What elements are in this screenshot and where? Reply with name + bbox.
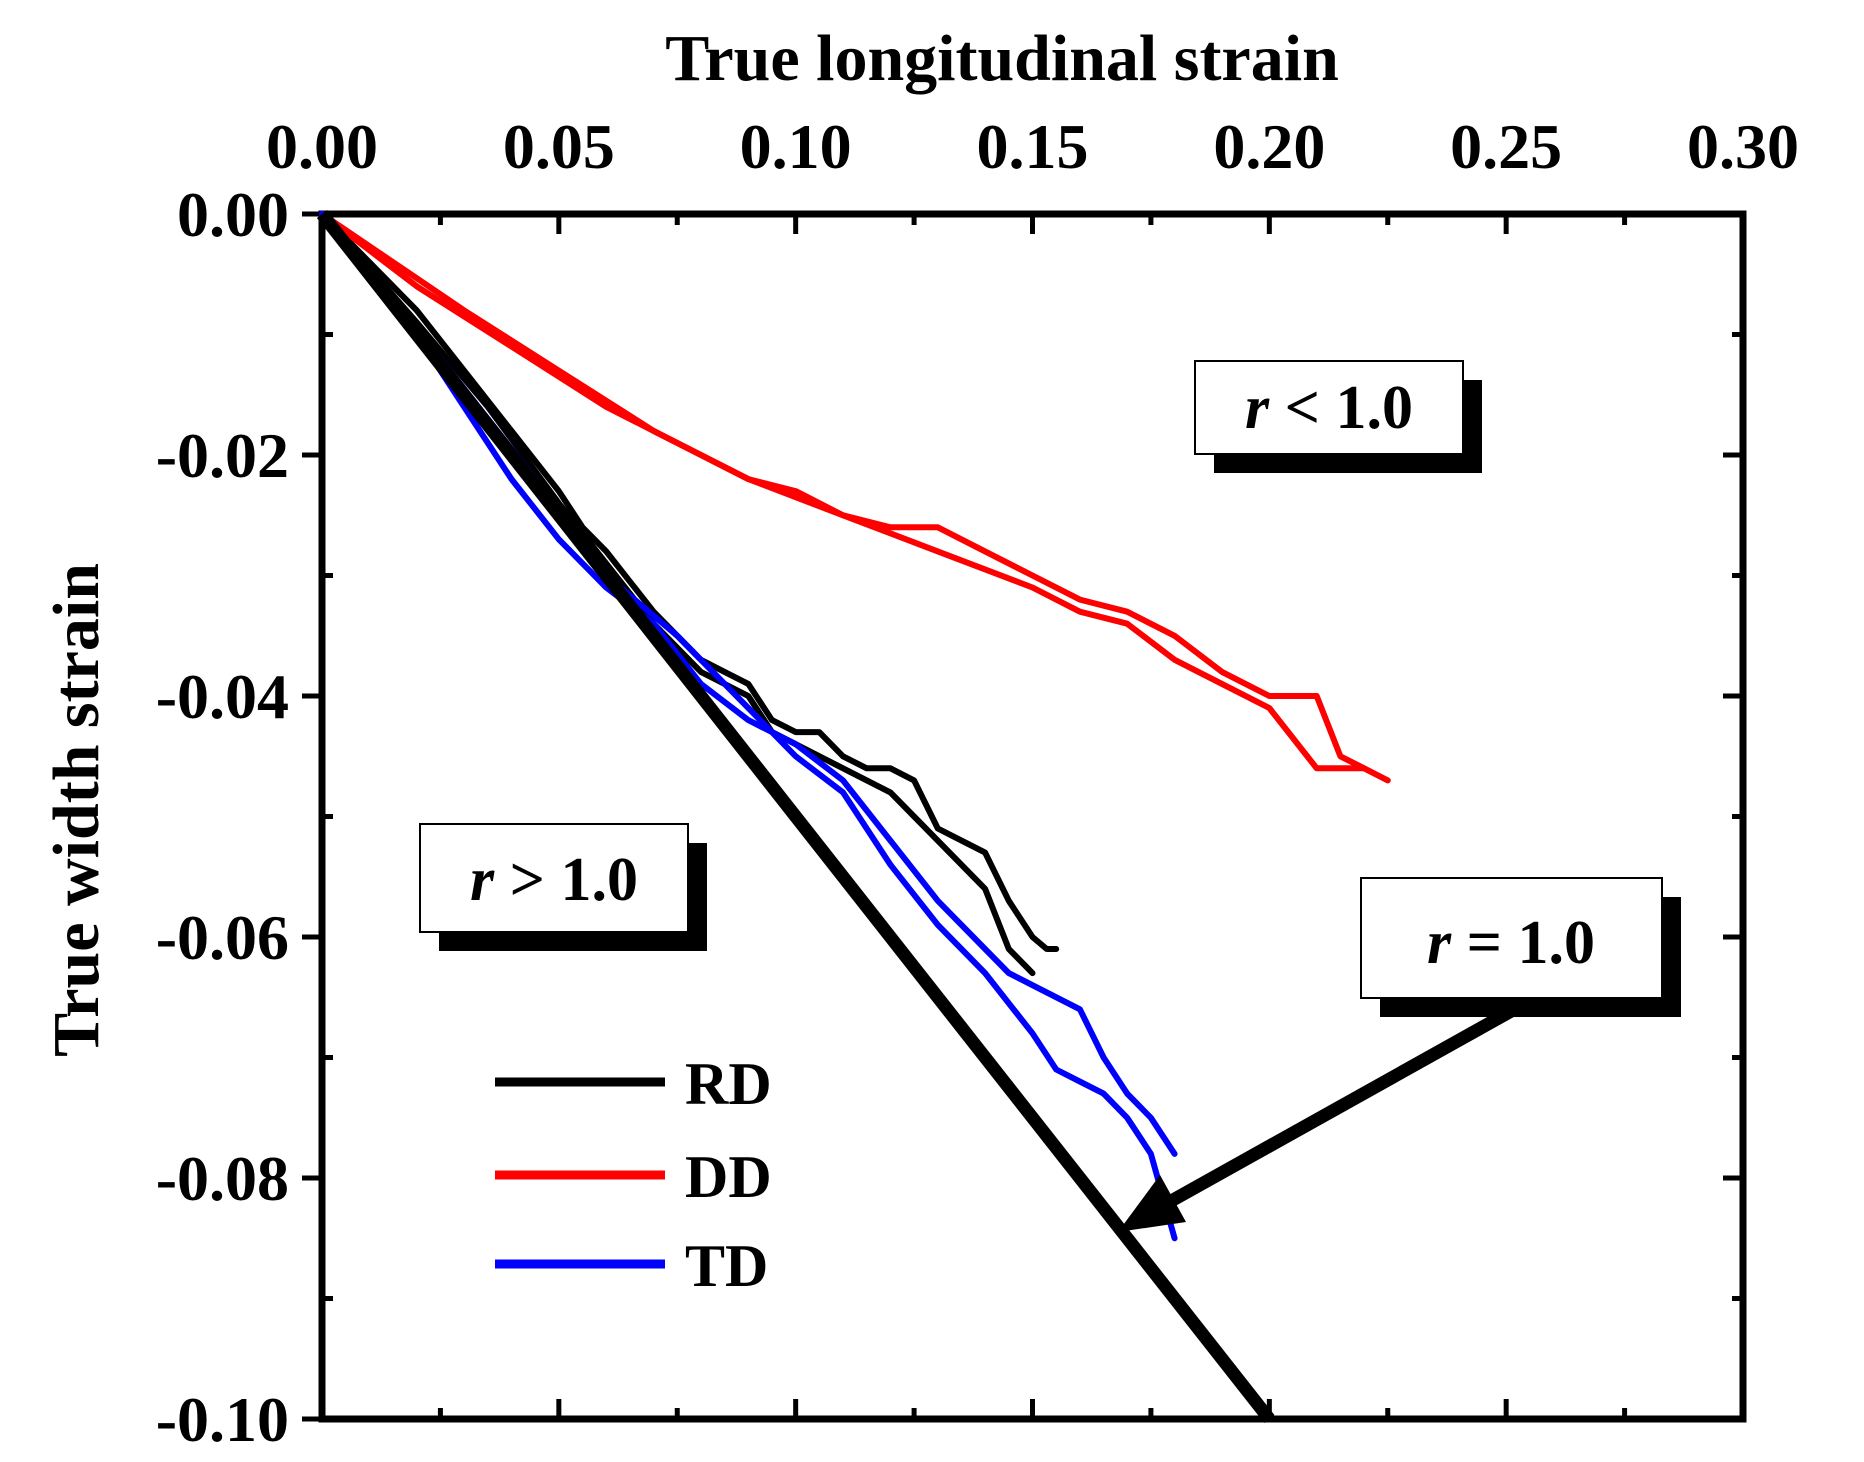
annotation-arrow-shaft [1151,999,1526,1216]
ticks [302,211,1746,1422]
y-tick-label: -0.06 [156,902,289,973]
annotation-r-less-box [1194,360,1464,455]
tick-labels: 0.00 0.05 0.10 0.15 0.20 0.25 0.30 0.00 -0.02 -0.… [156,111,1799,1455]
legend-label-dd: DD [685,1144,772,1210]
annotation-r-equal: r = 1.0 [1360,877,1681,1017]
x-axis-title: True longitudinal strain [665,22,1339,95]
annotation-r-greater-text: r > 1.0 [470,846,638,914]
annotation-arrow-head [1118,1175,1186,1232]
series-line-dd [319,211,1391,784]
series-line-dd [319,211,1368,772]
x-tick-label: 0.20 [1213,111,1325,182]
annotation-r-equal-italic: r [1427,909,1452,977]
y-axis-title: True width strain [40,563,113,1057]
annotation-r-equal-box [1360,877,1663,999]
y-tick-label: -0.08 [156,1143,289,1214]
annotation-r-equal-text: r = 1.0 [1427,909,1595,977]
x-tick-label: 0.15 [977,111,1089,182]
annotation-r-less: r < 1.0 [1194,360,1482,473]
x-tick-label: 0.10 [740,111,852,182]
legend: RD DD TD [495,1051,772,1299]
reference-line-layer [316,209,1275,1424]
annotation-r-less-italic: r [1245,374,1270,442]
y-tick-label: -0.02 [156,420,289,491]
annotation-r-less-text: r < 1.0 [1245,374,1413,442]
series-line-rd [319,211,1060,952]
y-tick-label: 0.00 [177,179,289,250]
annotation-arrow [1118,999,1526,1232]
plot-frame [318,210,1747,1423]
annotation-r-greater-italic: r [470,846,495,914]
legend-label-rd: RD [685,1051,772,1117]
x-tick-label: 0.25 [1450,111,1562,182]
annotation-r-greater: r > 1.0 [419,823,707,951]
reference-line-r1 [316,209,1275,1424]
y-tick-label: -0.04 [156,661,289,732]
series-line-td [319,211,1178,1157]
y-tick-label: -0.10 [156,1384,289,1455]
series-line-rd [319,211,1036,977]
legend-label-td: TD [685,1233,768,1299]
x-tick-label: 0.00 [266,111,378,182]
annotation-r-equal-rest: = 1.0 [1451,909,1595,977]
annotation-r-greater-box [419,823,689,933]
annotation-r-greater-rest: > 1.0 [494,846,638,914]
x-tick-label: 0.30 [1687,111,1799,182]
annotation-r-less-rest: < 1.0 [1269,374,1413,442]
x-tick-label: 0.05 [503,111,615,182]
